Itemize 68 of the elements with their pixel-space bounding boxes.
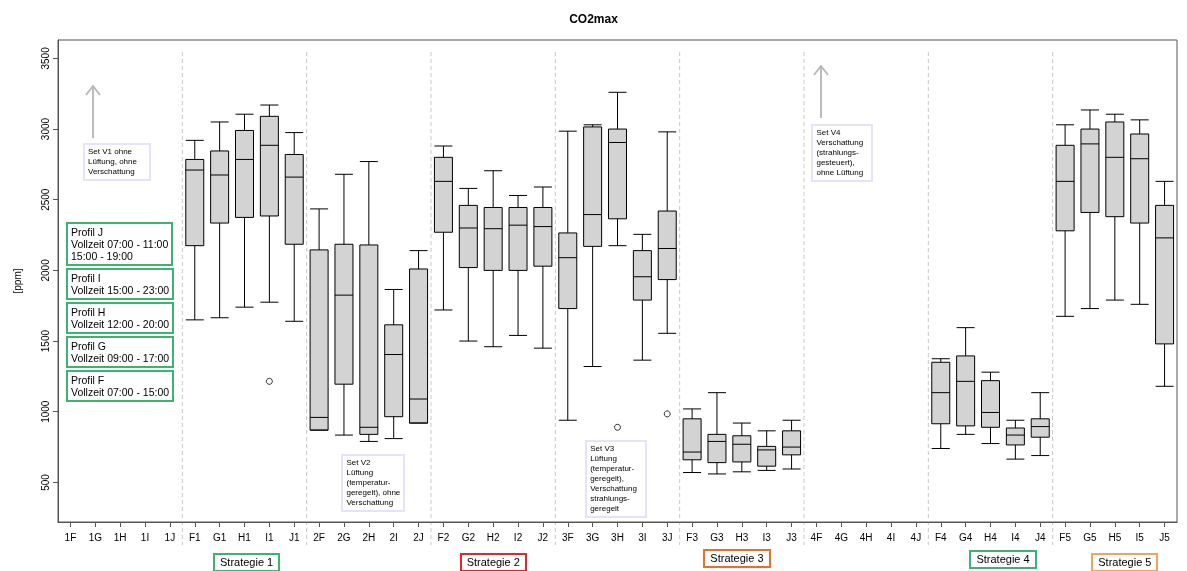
x-tick-label: G4 <box>958 531 973 543</box>
x-tick-label: J5 <box>1159 531 1171 543</box>
x-tick-label: 1F <box>64 531 77 543</box>
y-tick-label: 3000 <box>39 117 51 141</box>
x-tick-label: 4J <box>910 531 922 543</box>
y-tick-label: 1500 <box>39 329 51 353</box>
annotation: Set V4 Verschattung (strahlungs- gesteuert), ohne Lüftung <box>811 124 874 182</box>
y-tick-label: 1000 <box>39 400 51 423</box>
x-tick-label: I4 <box>1011 531 1020 543</box>
y-tick-label: 2500 <box>39 188 51 211</box>
text: Strategie 1 <box>212 553 281 571</box>
y-tick-label: 2000 <box>39 258 51 282</box>
x-tick-label: 4F <box>810 531 823 543</box>
x-tick-label: J3 <box>786 531 798 543</box>
x-tick-label: F5 <box>1059 531 1072 543</box>
x-tick-label: I3 <box>762 531 772 543</box>
annotation: Set V2 Lüftung (temperatur- geregelt), ohne Verschattung <box>341 454 406 512</box>
x-tick-label: H5 <box>1108 531 1122 543</box>
x-tick-label: 3F <box>561 531 574 543</box>
x-tick-label: 1H <box>113 531 127 543</box>
x-tick-label: F2 <box>437 531 450 543</box>
x-tick-label: 4H <box>859 531 873 543</box>
annotation: Profil J Vollzeit 07:00 - 11:00 15:00 - 19:00 <box>66 222 174 266</box>
x-tick-label: 3H <box>611 531 624 543</box>
x-tick-label: G2 <box>461 531 476 543</box>
text: Strategie 2 <box>459 553 527 571</box>
x-tick-label: H3 <box>735 531 749 543</box>
annotation: Profil H Vollzeit 12:00 - 20:00 <box>66 302 175 334</box>
x-tick-label: I2 <box>513 531 523 543</box>
y-axis-title: [ppm] <box>11 268 23 294</box>
x-tick-label: 1J <box>164 531 176 543</box>
x-tick-label: G5 <box>1083 531 1098 543</box>
x-tick-label: 3I <box>638 531 647 543</box>
x-tick-label: 4G <box>834 531 849 543</box>
annotation: Profil G Vollzeit 09:00 - 17:00 <box>66 336 175 368</box>
annotation: Set V3 Lüftung (temperatur- geregelt), Verschattung strahlungs- geregelt <box>585 440 648 518</box>
x-tick-label: G3 <box>710 531 725 543</box>
text: Strategie 4 <box>969 550 1037 569</box>
y-tick-label: 3500 <box>39 46 51 70</box>
x-tick-label: J4 <box>1034 531 1046 543</box>
text: Strategie 5 <box>1091 553 1159 571</box>
x-tick-label: 2G <box>337 531 351 543</box>
x-tick-label: G1 <box>212 531 227 543</box>
x-tick-label: H4 <box>984 531 998 543</box>
chart-title: CO2max <box>569 12 619 26</box>
x-tick-label: 2H <box>362 531 376 543</box>
x-tick-label: I1 <box>265 531 274 543</box>
y-tick-label: 500 <box>39 473 51 491</box>
x-tick-label: F4 <box>934 531 948 543</box>
x-tick-label: 3G <box>585 531 600 543</box>
annotation: Profil I Vollzeit 15:00 - 23:00 <box>66 268 175 300</box>
x-tick-label: 4I <box>886 531 896 543</box>
x-tick-label: 1I <box>140 531 150 543</box>
x-tick-label: 2J <box>413 531 424 543</box>
x-tick-label: 1G <box>88 531 103 543</box>
x-tick-label: 2F <box>313 531 325 543</box>
x-tick-label: J1 <box>288 531 300 543</box>
x-tick-label: J2 <box>537 531 549 543</box>
x-tick-label: H2 <box>486 531 500 543</box>
x-tick-label: F3 <box>686 531 699 543</box>
annotation: Profil F Vollzeit 07:00 - 15:00 <box>66 370 175 402</box>
x-tick-label: I5 <box>1135 531 1145 543</box>
x-tick-label: 2I <box>389 531 398 543</box>
x-tick-label: H1 <box>238 531 252 543</box>
annotation: Set V1 ohne Lüftung, ohne Verschattung <box>83 143 151 181</box>
text: Strategie 3 <box>703 549 771 568</box>
x-tick-label: F1 <box>188 531 202 543</box>
x-tick-label: 3J <box>661 531 673 543</box>
